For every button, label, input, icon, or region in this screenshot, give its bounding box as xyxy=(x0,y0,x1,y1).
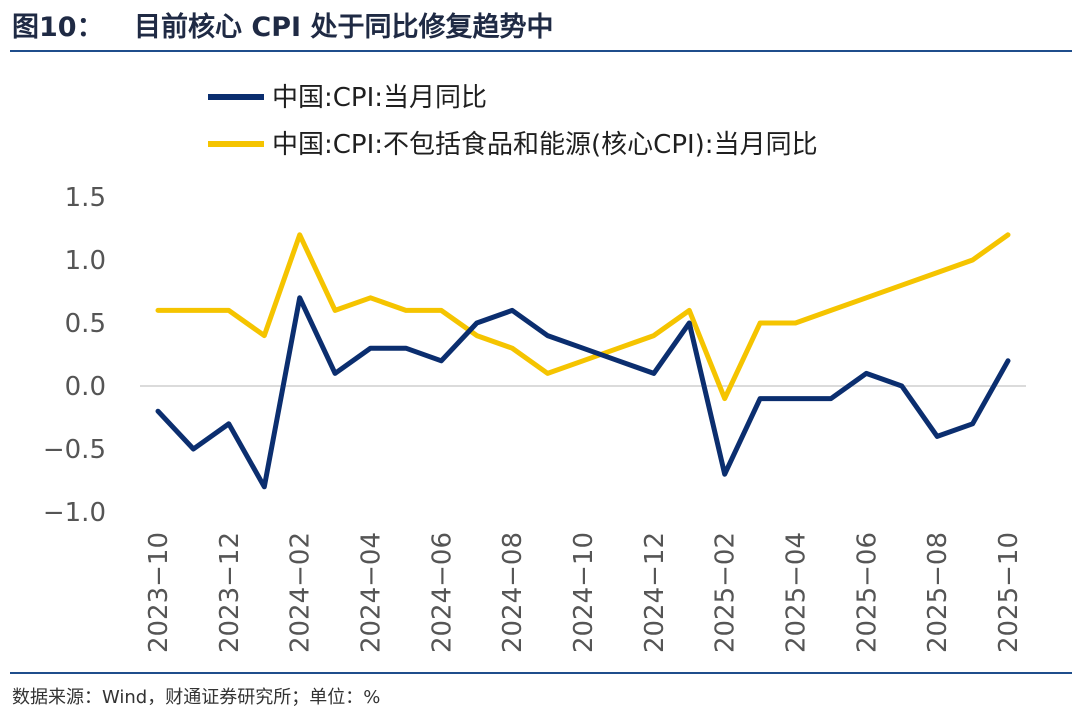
footer-divider xyxy=(10,672,1072,674)
x-tick-label: 2024−06 xyxy=(427,532,457,653)
y-tick-label: 0.5 xyxy=(65,309,106,339)
series-line-cpi xyxy=(155,295,1011,490)
x-tick-label: 2025−02 xyxy=(711,532,741,653)
x-tick-label: 2024−12 xyxy=(640,532,670,653)
x-tick-label: 2025−06 xyxy=(852,532,882,653)
y-tick-label: −1.0 xyxy=(43,498,106,528)
y-tick-label: 1.0 xyxy=(65,246,106,276)
x-tick-label: 2025−10 xyxy=(994,532,1024,653)
y-tick-label: 1.5 xyxy=(65,183,106,213)
y-axis: −1.0 −0.5 0.0 0.5 1.0 1.5 xyxy=(43,183,1026,528)
x-tick-label: 2025−04 xyxy=(782,532,812,653)
figure-number: 图10： xyxy=(12,12,104,43)
legend-label-1: 中国:CPI:当月同比 xyxy=(272,83,487,113)
series-group xyxy=(155,232,1011,490)
x-axis: 2023−10 2023−12 2024−02 2024−04 2024−06 2024−… xyxy=(144,532,1024,653)
figure-title-text: 目前核心 CPI 处于同比修复趋势中 xyxy=(134,12,554,43)
figure-title: 图10： 目前核心 CPI 处于同比修复趋势中 xyxy=(12,8,553,48)
x-tick-label: 2023−12 xyxy=(215,532,245,653)
x-tick-label: 2023−10 xyxy=(144,532,174,653)
source-note: 数据来源：Wind，财通证券研究所；单位：% xyxy=(12,687,381,708)
x-tick-label: 2024−08 xyxy=(498,532,528,653)
x-tick-label: 2024−04 xyxy=(357,532,387,653)
y-tick-label: 0.0 xyxy=(65,372,106,402)
x-tick-label: 2024−10 xyxy=(569,532,599,653)
series-line-core-cpi xyxy=(155,232,1011,402)
x-tick-label: 2024−02 xyxy=(286,532,316,653)
legend-label-2: 中国:CPI:不包括食品和能源(核心CPI):当月同比 xyxy=(272,130,818,160)
y-tick-label: −0.5 xyxy=(43,435,106,465)
title-divider xyxy=(10,50,1072,52)
x-tick-label: 2025−08 xyxy=(923,532,953,653)
